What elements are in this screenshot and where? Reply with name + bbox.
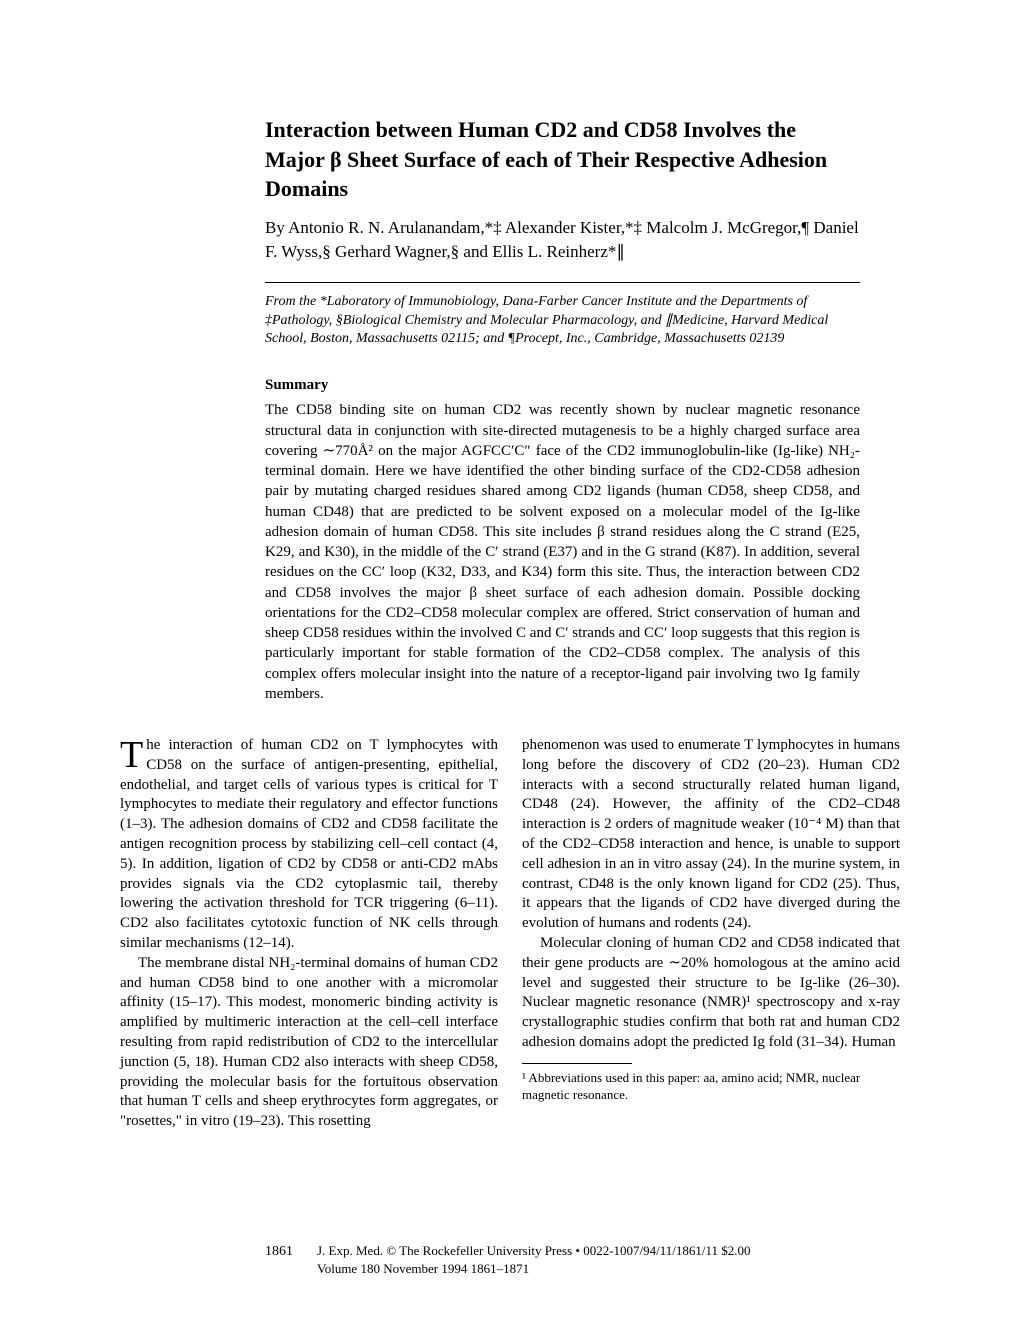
column-left: The interaction of human CD2 on T lympho… xyxy=(120,736,498,1132)
body-paragraph-1: The interaction of human CD2 on T lympho… xyxy=(120,736,498,954)
body-paragraph-3: phenomenon was used to enumerate T lymph… xyxy=(522,736,900,934)
footer-info: J. Exp. Med. © The Rockefeller Universit… xyxy=(317,1242,751,1278)
footnote-divider xyxy=(522,1063,632,1064)
footer-line-1: J. Exp. Med. © The Rockefeller Universit… xyxy=(317,1242,751,1260)
body-paragraph-2: The membrane distal NH₂-terminal domains… xyxy=(120,954,498,1132)
column-right: phenomenon was used to enumerate T lymph… xyxy=(522,736,900,1132)
body-columns: The interaction of human CD2 on T lympho… xyxy=(120,736,900,1132)
article-affiliations: From the *Laboratory of Immunobiology, D… xyxy=(265,293,860,350)
summary-heading: Summary xyxy=(265,377,900,394)
paragraph-1-text: he interaction of human CD2 on T lymphoc… xyxy=(120,737,498,951)
body-paragraph-4: Molecular cloning of human CD2 and CD58 … xyxy=(522,934,900,1053)
footnote-text: ¹ Abbreviations used in this paper: aa, … xyxy=(522,1070,900,1104)
footer-line-2: Volume 180 November 1994 1861–1871 xyxy=(317,1260,751,1278)
divider-line xyxy=(265,282,860,283)
summary-text: The CD58 binding site on human CD2 was r… xyxy=(265,400,860,704)
dropcap-letter: T xyxy=(120,736,146,770)
article-authors: By Antonio R. N. Arulanandam,*‡ Alexande… xyxy=(265,216,860,264)
page-number: 1861 xyxy=(265,1242,293,1278)
page-footer: 1861 J. Exp. Med. © The Rockefeller Univ… xyxy=(265,1242,900,1278)
article-title: Interaction between Human CD2 and CD58 I… xyxy=(265,115,860,204)
